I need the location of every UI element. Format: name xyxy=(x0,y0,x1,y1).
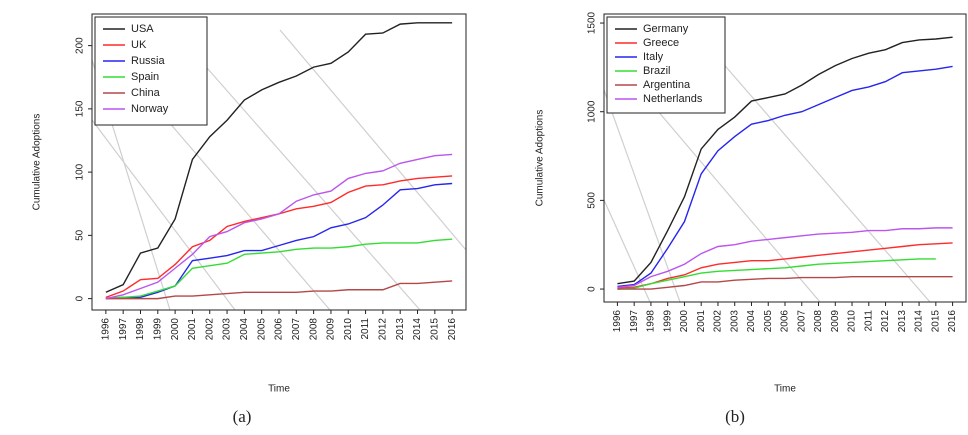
series-line xyxy=(617,258,936,290)
series-line xyxy=(105,182,453,300)
legend-label: UK xyxy=(131,39,147,51)
series-line xyxy=(105,22,453,293)
decoration-lines xyxy=(92,29,466,310)
series-line xyxy=(617,275,953,290)
legend-label: Spain xyxy=(131,71,159,83)
legend-label: Brazil xyxy=(643,65,671,77)
x-tick-label: 2011 xyxy=(360,318,371,340)
x-tick-label: 2009 xyxy=(326,318,337,341)
decoration-line xyxy=(92,119,236,310)
y-tick-label: 0 xyxy=(587,286,598,292)
caption: (b) xyxy=(725,407,745,426)
x-tick-label: 1997 xyxy=(118,318,129,341)
x-tick-label: 2001 xyxy=(187,318,198,341)
x-tick-label: 1997 xyxy=(629,310,640,333)
x-tick-label: 2012 xyxy=(880,310,891,333)
series-line xyxy=(105,153,453,300)
x-tick-label: 2011 xyxy=(863,310,874,332)
decoration-line xyxy=(604,89,681,302)
series-line xyxy=(105,238,453,300)
x-tick-label: 2000 xyxy=(170,318,181,341)
x-tick-label: 2014 xyxy=(412,318,423,341)
x-tick-label: 2008 xyxy=(813,310,824,333)
x-tick-label: 2009 xyxy=(830,310,841,333)
series-line xyxy=(617,242,953,289)
x-tick-label: 1996 xyxy=(612,310,623,333)
x-tick-label: 2016 xyxy=(447,318,458,341)
series-line xyxy=(617,36,953,285)
x-tick-label: 2006 xyxy=(274,318,285,341)
x-tick-label: 2004 xyxy=(239,318,250,341)
decoration-line xyxy=(279,29,466,251)
x-tick-label: 1999 xyxy=(662,310,673,333)
x-tick-label: 2002 xyxy=(204,318,215,341)
x-tick-label: 2000 xyxy=(679,310,690,333)
legend-label: China xyxy=(131,87,161,99)
x-tick-label: 2003 xyxy=(222,318,233,341)
series-line xyxy=(105,280,453,300)
series-line xyxy=(105,175,453,299)
x-tick-label: 2012 xyxy=(378,318,389,341)
y-tick-label: 0 xyxy=(75,295,86,301)
x-tick-label: 2015 xyxy=(930,310,941,333)
x-tick-label: 2007 xyxy=(291,318,302,341)
x-tick-label: 2014 xyxy=(914,310,925,333)
decoration-line xyxy=(199,59,421,310)
legend-box xyxy=(606,16,726,114)
x-tick-label: 2010 xyxy=(343,318,354,341)
x-tick-label: 1998 xyxy=(646,310,657,333)
x-tick-label: 2015 xyxy=(429,318,440,341)
x-axis-label: Time xyxy=(268,384,290,395)
y-tick-label: 50 xyxy=(75,229,86,241)
x-tick-label: 2002 xyxy=(713,310,724,333)
y-tick-label: 1000 xyxy=(587,100,598,123)
x-tick-label: 2006 xyxy=(780,310,791,333)
x-tick-label: 2010 xyxy=(847,310,858,333)
legend-label: Germany xyxy=(643,23,689,35)
legend-label: Italy xyxy=(643,51,664,63)
series-line xyxy=(617,65,953,288)
x-tick-label: 2008 xyxy=(308,318,319,341)
x-tick-label: 2005 xyxy=(763,310,774,333)
y-tick-label: 150 xyxy=(75,100,86,117)
x-tick-label: 1999 xyxy=(152,318,163,341)
y-tick-label: 500 xyxy=(587,192,598,209)
series-line xyxy=(617,227,953,288)
x-axis-label: Time xyxy=(774,384,796,395)
legend-label: Greece xyxy=(643,37,679,49)
legend-label: Russia xyxy=(131,55,166,67)
x-tick-label: 2016 xyxy=(947,310,958,333)
x-tick-label: 2001 xyxy=(696,310,707,333)
legend-label: Argentina xyxy=(643,79,691,91)
x-tick-label: 2013 xyxy=(897,310,908,333)
legend-box xyxy=(94,16,208,126)
legend-label: Netherlands xyxy=(643,93,703,105)
x-tick-label: 2007 xyxy=(796,310,807,333)
x-tick-label: 2003 xyxy=(729,310,740,333)
x-tick-label: 2013 xyxy=(395,318,406,341)
x-tick-label: 2004 xyxy=(746,310,757,333)
y-axis-label: Cumulative Adoptions xyxy=(32,114,43,211)
y-tick-label: 200 xyxy=(75,37,86,54)
decoration-line xyxy=(719,59,931,302)
legend-label: USA xyxy=(131,23,154,35)
y-axis-label: Cumulative Adoptions xyxy=(535,110,546,207)
legend-label: Norway xyxy=(131,103,169,115)
x-tick-label: 1996 xyxy=(100,318,111,341)
y-tick-label: 100 xyxy=(75,163,86,180)
x-tick-label: 2005 xyxy=(256,318,267,341)
x-tick-label: 1998 xyxy=(135,318,146,341)
caption: (a) xyxy=(233,407,252,426)
y-tick-label: 1500 xyxy=(587,11,598,34)
decoration-line xyxy=(149,99,331,310)
